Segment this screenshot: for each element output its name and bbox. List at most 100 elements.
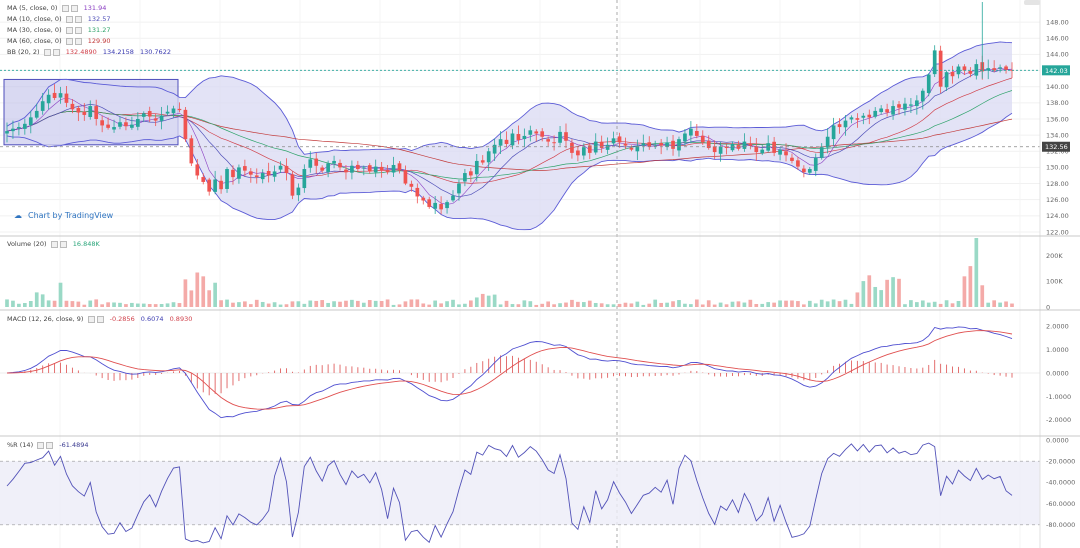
close-icon[interactable] xyxy=(59,240,67,248)
candle-body xyxy=(968,70,973,74)
macd-tick-label: 0.0000 xyxy=(1046,369,1069,377)
candle-body xyxy=(825,136,830,148)
settings-icon[interactable] xyxy=(43,48,51,56)
close-icon[interactable] xyxy=(70,4,78,12)
volume-bar xyxy=(1004,301,1008,307)
volume-bar xyxy=(617,303,622,307)
ma30-line xyxy=(6,90,1013,180)
volume-bar xyxy=(237,302,241,307)
candle-body xyxy=(177,108,182,111)
candle-body xyxy=(94,106,99,119)
candle-body xyxy=(11,128,15,132)
volume-bar xyxy=(736,301,741,307)
candle-body xyxy=(28,117,33,126)
price-tick-label: 122.00 xyxy=(1046,228,1069,236)
tradingview-brand[interactable]: ☁ Chart by TradingView xyxy=(14,211,113,220)
settings-icon[interactable] xyxy=(65,15,73,23)
candle-body xyxy=(243,166,247,171)
scroll-button[interactable] xyxy=(1024,0,1040,5)
candle-body xyxy=(118,122,122,127)
candle-body xyxy=(427,199,432,207)
volume-bar xyxy=(17,303,21,307)
candle-body xyxy=(445,202,449,209)
price-tick-label: 134.00 xyxy=(1046,131,1069,139)
candle-body xyxy=(998,67,1002,69)
macd-pane[interactable] xyxy=(0,326,1040,419)
close-icon[interactable] xyxy=(74,37,82,45)
candle-body xyxy=(278,165,283,170)
candle-body xyxy=(510,133,515,146)
candle-body xyxy=(819,147,824,158)
candle-body xyxy=(760,149,765,154)
volume-bar xyxy=(576,301,580,307)
candle-body xyxy=(326,163,330,172)
ma10-line xyxy=(6,68,1013,198)
macd-line xyxy=(6,326,1013,419)
volume-bar xyxy=(451,299,455,307)
wr-band xyxy=(0,461,1040,525)
candle-body xyxy=(730,144,735,151)
volume-bar xyxy=(415,299,420,307)
volume-bar xyxy=(849,303,854,307)
volume-bar xyxy=(272,302,277,307)
candle-body xyxy=(528,130,533,135)
volume-bar xyxy=(34,292,39,307)
candle-body xyxy=(34,110,39,118)
volume-bar xyxy=(427,304,432,307)
close-icon[interactable] xyxy=(96,315,104,323)
close-icon[interactable] xyxy=(74,26,82,34)
volume-bar xyxy=(837,301,842,307)
candle-body xyxy=(433,202,438,209)
volume-bar xyxy=(153,304,158,307)
volume-bar xyxy=(171,302,176,307)
candle-body xyxy=(915,100,919,106)
volume-bar xyxy=(552,304,556,307)
price-pane[interactable] xyxy=(0,0,1040,548)
settings-icon[interactable] xyxy=(50,240,58,248)
macd-label: MACD (12, 26, close, 9) xyxy=(7,315,84,323)
volume-bar xyxy=(28,300,33,307)
volume-bar xyxy=(926,302,931,307)
volume-bar xyxy=(641,304,646,307)
candle-body xyxy=(82,111,87,115)
macd-tick-label: 2.0000 xyxy=(1046,322,1069,330)
candle-body xyxy=(641,143,646,146)
volume-pane[interactable] xyxy=(5,238,1014,307)
candle-body xyxy=(207,179,212,192)
volume-bar xyxy=(100,304,104,307)
settings-icon[interactable] xyxy=(65,26,73,34)
ma30-label: MA (30, close, 0) xyxy=(7,26,62,34)
settings-icon[interactable] xyxy=(37,441,45,449)
settings-icon[interactable] xyxy=(61,4,69,12)
candle-body xyxy=(183,109,188,140)
bb-value-lower: 130.7622 xyxy=(139,48,171,56)
candle-body xyxy=(802,168,806,173)
volume-bar xyxy=(82,304,87,307)
volume-bar xyxy=(356,300,360,307)
close-icon[interactable] xyxy=(74,15,82,23)
candle-body xyxy=(778,149,782,155)
volume-bar xyxy=(909,300,913,307)
volume-bar xyxy=(480,293,485,307)
volume-bar xyxy=(130,302,134,307)
close-icon[interactable] xyxy=(52,48,60,56)
volume-bar xyxy=(528,301,533,307)
candle-body xyxy=(112,127,116,130)
volume-bar xyxy=(784,300,788,307)
bollinger-upper-line xyxy=(6,41,1013,155)
settings-icon[interactable] xyxy=(87,315,95,323)
candle-body xyxy=(397,163,402,170)
volume-bar xyxy=(183,279,188,307)
candle-body xyxy=(885,109,889,113)
volume-bar xyxy=(855,292,860,307)
candle-body xyxy=(938,50,943,87)
close-icon[interactable] xyxy=(46,441,54,449)
volume-bar xyxy=(903,304,907,307)
candle-body xyxy=(22,123,27,129)
williams-r-pane[interactable] xyxy=(0,442,1040,544)
settings-icon[interactable] xyxy=(65,37,73,45)
candle-body xyxy=(141,113,146,117)
